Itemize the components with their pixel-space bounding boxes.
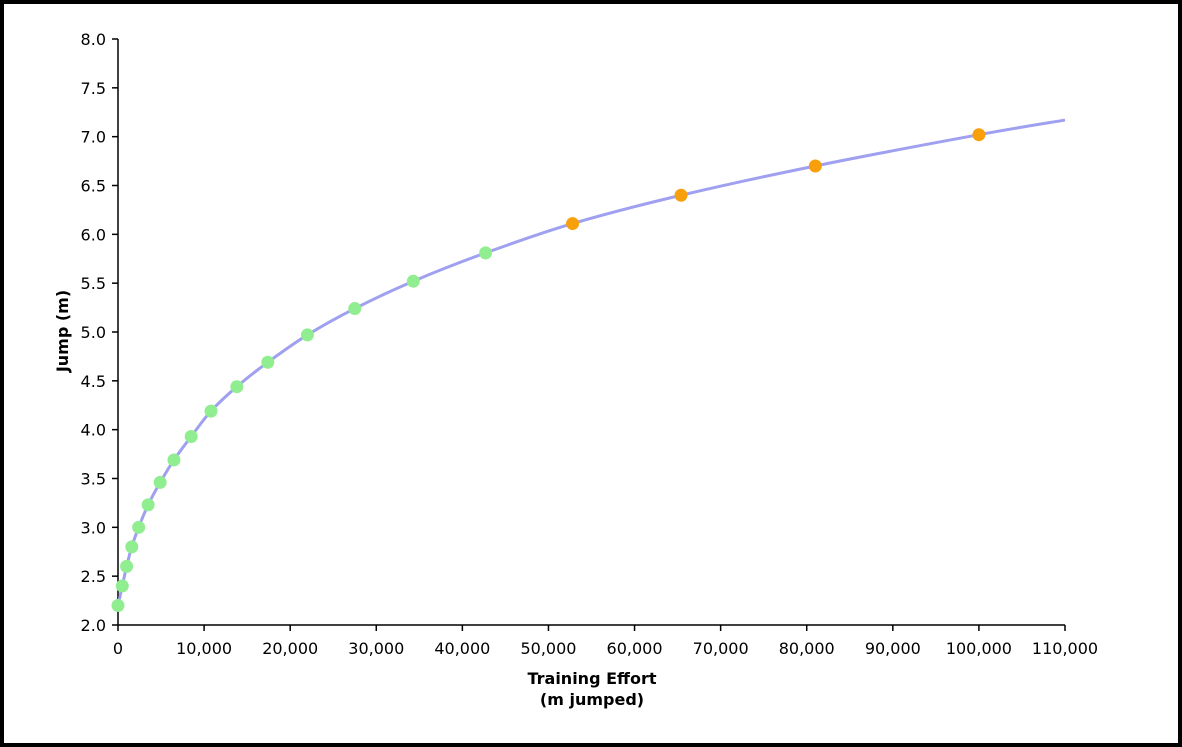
y-axis: 2.0 2.5 3.0 3.5 4.0 4.5 5.0 5.5 6.0 6.5 7.0 7.5 8.0	[81, 30, 118, 635]
fit-curve	[118, 120, 1065, 605]
y-tick-label: 2.5	[81, 567, 106, 586]
y-tick-label: 5.0	[81, 323, 106, 342]
data-point-green	[204, 405, 217, 418]
y-tick-label: 4.5	[81, 372, 106, 391]
x-tick-label: 70,000	[693, 639, 749, 658]
y-tick-label: 8.0	[81, 30, 106, 49]
jump-vs-training-chart: 0 10,000 20,000 30,000 40,000 50,000 60,000 70,…	[4, 4, 1178, 743]
x-tick-label: 0	[113, 639, 123, 658]
y-tick-label: 7.5	[81, 79, 106, 98]
y-tick-label: 6.5	[81, 177, 106, 196]
data-point-green	[348, 302, 361, 315]
y-tick-label: 3.0	[81, 518, 106, 537]
data-point-green	[407, 275, 420, 288]
x-tick-label: 60,000	[607, 639, 663, 658]
x-tick-label: 90,000	[865, 639, 921, 658]
data-point-orange	[809, 159, 822, 172]
data-point-green	[125, 540, 138, 553]
data-point-green	[479, 246, 492, 259]
y-tick-label: 5.5	[81, 274, 106, 293]
y-tick-label: 6.0	[81, 225, 106, 244]
data-point-green	[301, 328, 314, 341]
x-tick-label: 40,000	[434, 639, 490, 658]
data-point-green	[185, 430, 198, 443]
data-point-green	[230, 380, 243, 393]
y-tick-label: 3.5	[81, 470, 106, 489]
x-tick-label: 10,000	[176, 639, 232, 658]
data-point-green	[261, 356, 274, 369]
data-point-orange	[972, 128, 985, 141]
data-point-orange	[675, 189, 688, 202]
y-axis-title: Jump (m)	[53, 290, 72, 373]
x-tick-label: 110,000	[1032, 639, 1098, 658]
y-tick-label: 4.0	[81, 421, 106, 440]
x-axis: 0 10,000 20,000 30,000 40,000 50,000 60,000 70,…	[113, 625, 1098, 658]
data-point-green	[142, 498, 155, 511]
y-tick-label: 7.0	[81, 128, 106, 147]
chart-frame: 0 10,000 20,000 30,000 40,000 50,000 60,000 70,…	[4, 4, 1178, 743]
x-tick-label: 100,000	[946, 639, 1012, 658]
x-axis-title-line-1: Training Effort	[527, 669, 656, 688]
x-tick-label: 30,000	[348, 639, 404, 658]
x-axis-title-line-2: (m jumped)	[540, 690, 644, 709]
x-tick-label: 50,000	[520, 639, 576, 658]
x-tick-label: 20,000	[262, 639, 318, 658]
data-point-green	[120, 560, 133, 573]
data-point-green	[167, 453, 180, 466]
x-tick-label: 80,000	[779, 639, 835, 658]
data-point-green	[112, 599, 125, 612]
data-point-orange	[566, 217, 579, 230]
data-point-green	[154, 476, 167, 489]
data-point-green	[132, 521, 145, 534]
data-point-green	[116, 579, 129, 592]
y-tick-label: 2.0	[81, 616, 106, 635]
data-points	[112, 128, 986, 612]
